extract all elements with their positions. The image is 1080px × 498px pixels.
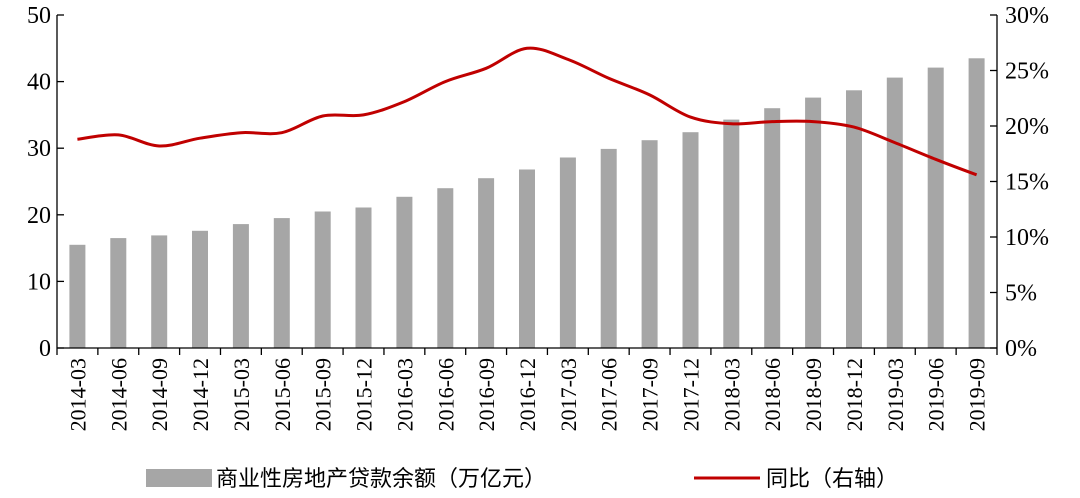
right-tick-label: 25% [1005,59,1049,85]
right-tick-label: 15% [1005,170,1049,196]
legend: 商业性房地产贷款余额（万亿元） 同比（右轴） [146,467,898,492]
x-tick-label: 2018-09 [801,358,826,431]
bar-2018-03 [723,119,740,348]
x-tick-label: 2016-03 [392,358,417,431]
x-tick-label: 2017-03 [556,358,581,431]
x-tick-label: 2014-03 [65,358,90,431]
bar-2015-06 [273,218,290,348]
bar-series [69,58,985,349]
bar-2014-12 [192,230,208,348]
x-tick-label: 2019-09 [965,358,990,431]
left-tick-label: 40 [27,70,51,96]
x-tick-label: 2015-06 [270,358,295,431]
bar-2018-09 [805,97,822,348]
x-tick-label: 2015-09 [311,358,336,431]
bar-2018-06 [764,108,781,348]
left-axis-ticks: 0 10 20 30 40 50 [27,3,64,362]
bar-2017-09 [641,140,658,348]
x-tick-label: 2018-12 [842,358,867,431]
bar-2014-03 [69,244,86,348]
right-tick-label: 5% [1005,281,1037,307]
x-tick-label: 2015-12 [352,358,377,431]
bar-2017-12 [682,132,699,348]
x-tick-label: 2017-09 [638,358,663,431]
x-axis-ticks: 2014-03 2014-06 2014-09 2014-12 2015-03 2015-… [56,348,998,431]
legend-bar-swatch [146,469,212,487]
x-tick-label: 2016-09 [474,358,499,431]
left-tick-label: 10 [27,269,51,295]
bar-2014-06 [110,238,127,348]
x-tick-label: 2016-06 [433,358,458,431]
x-tick-label: 2019-06 [924,358,949,431]
right-tick-label: 0% [1005,336,1037,362]
left-tick-label: 20 [27,203,51,229]
bar-2019-06 [927,67,944,348]
bar-2016-12 [519,169,535,348]
x-tick-label: 2017-06 [597,358,622,431]
left-tick-label: 30 [27,136,51,162]
right-tick-label: 30% [1005,3,1049,29]
x-tick-label: 2015-03 [229,358,254,431]
x-tick-label: 2014-09 [147,358,172,431]
right-tick-label: 10% [1005,225,1049,251]
left-tick-label: 0 [39,336,51,362]
bar-2015-03 [232,224,249,348]
bar-2016-03 [396,196,413,348]
right-tick-label: 20% [1005,114,1049,140]
bar-2019-03 [886,77,903,348]
yoy-line [77,46,978,177]
right-axis-ticks: 0% 5% 10% 15% 20% 25% 30% [990,3,1049,362]
bar-2016-09 [478,178,495,348]
x-tick-label: 2016-12 [515,358,540,431]
bar-2015-12 [355,207,372,348]
bar-2018-12 [846,90,862,349]
line-series [77,46,978,177]
bar-2017-03 [559,157,576,348]
bar-2015-09 [314,211,331,348]
bar-2019-09 [968,58,985,349]
legend-bar-label: 商业性房地产贷款余额（万亿元） [216,467,546,492]
x-tick-label: 2018-03 [719,358,744,431]
left-tick-label: 50 [27,3,51,29]
bar-2016-06 [437,188,454,348]
x-tick-label: 2014-12 [188,358,213,431]
x-tick-label: 2018-06 [760,358,785,431]
bar-2017-06 [600,148,617,348]
x-tick-label: 2017-12 [678,358,703,431]
bar-2014-09 [151,235,168,348]
x-tick-label: 2014-06 [106,358,131,431]
legend-line-label: 同比（右轴） [766,467,898,492]
x-tick-label: 2019-03 [883,358,908,431]
